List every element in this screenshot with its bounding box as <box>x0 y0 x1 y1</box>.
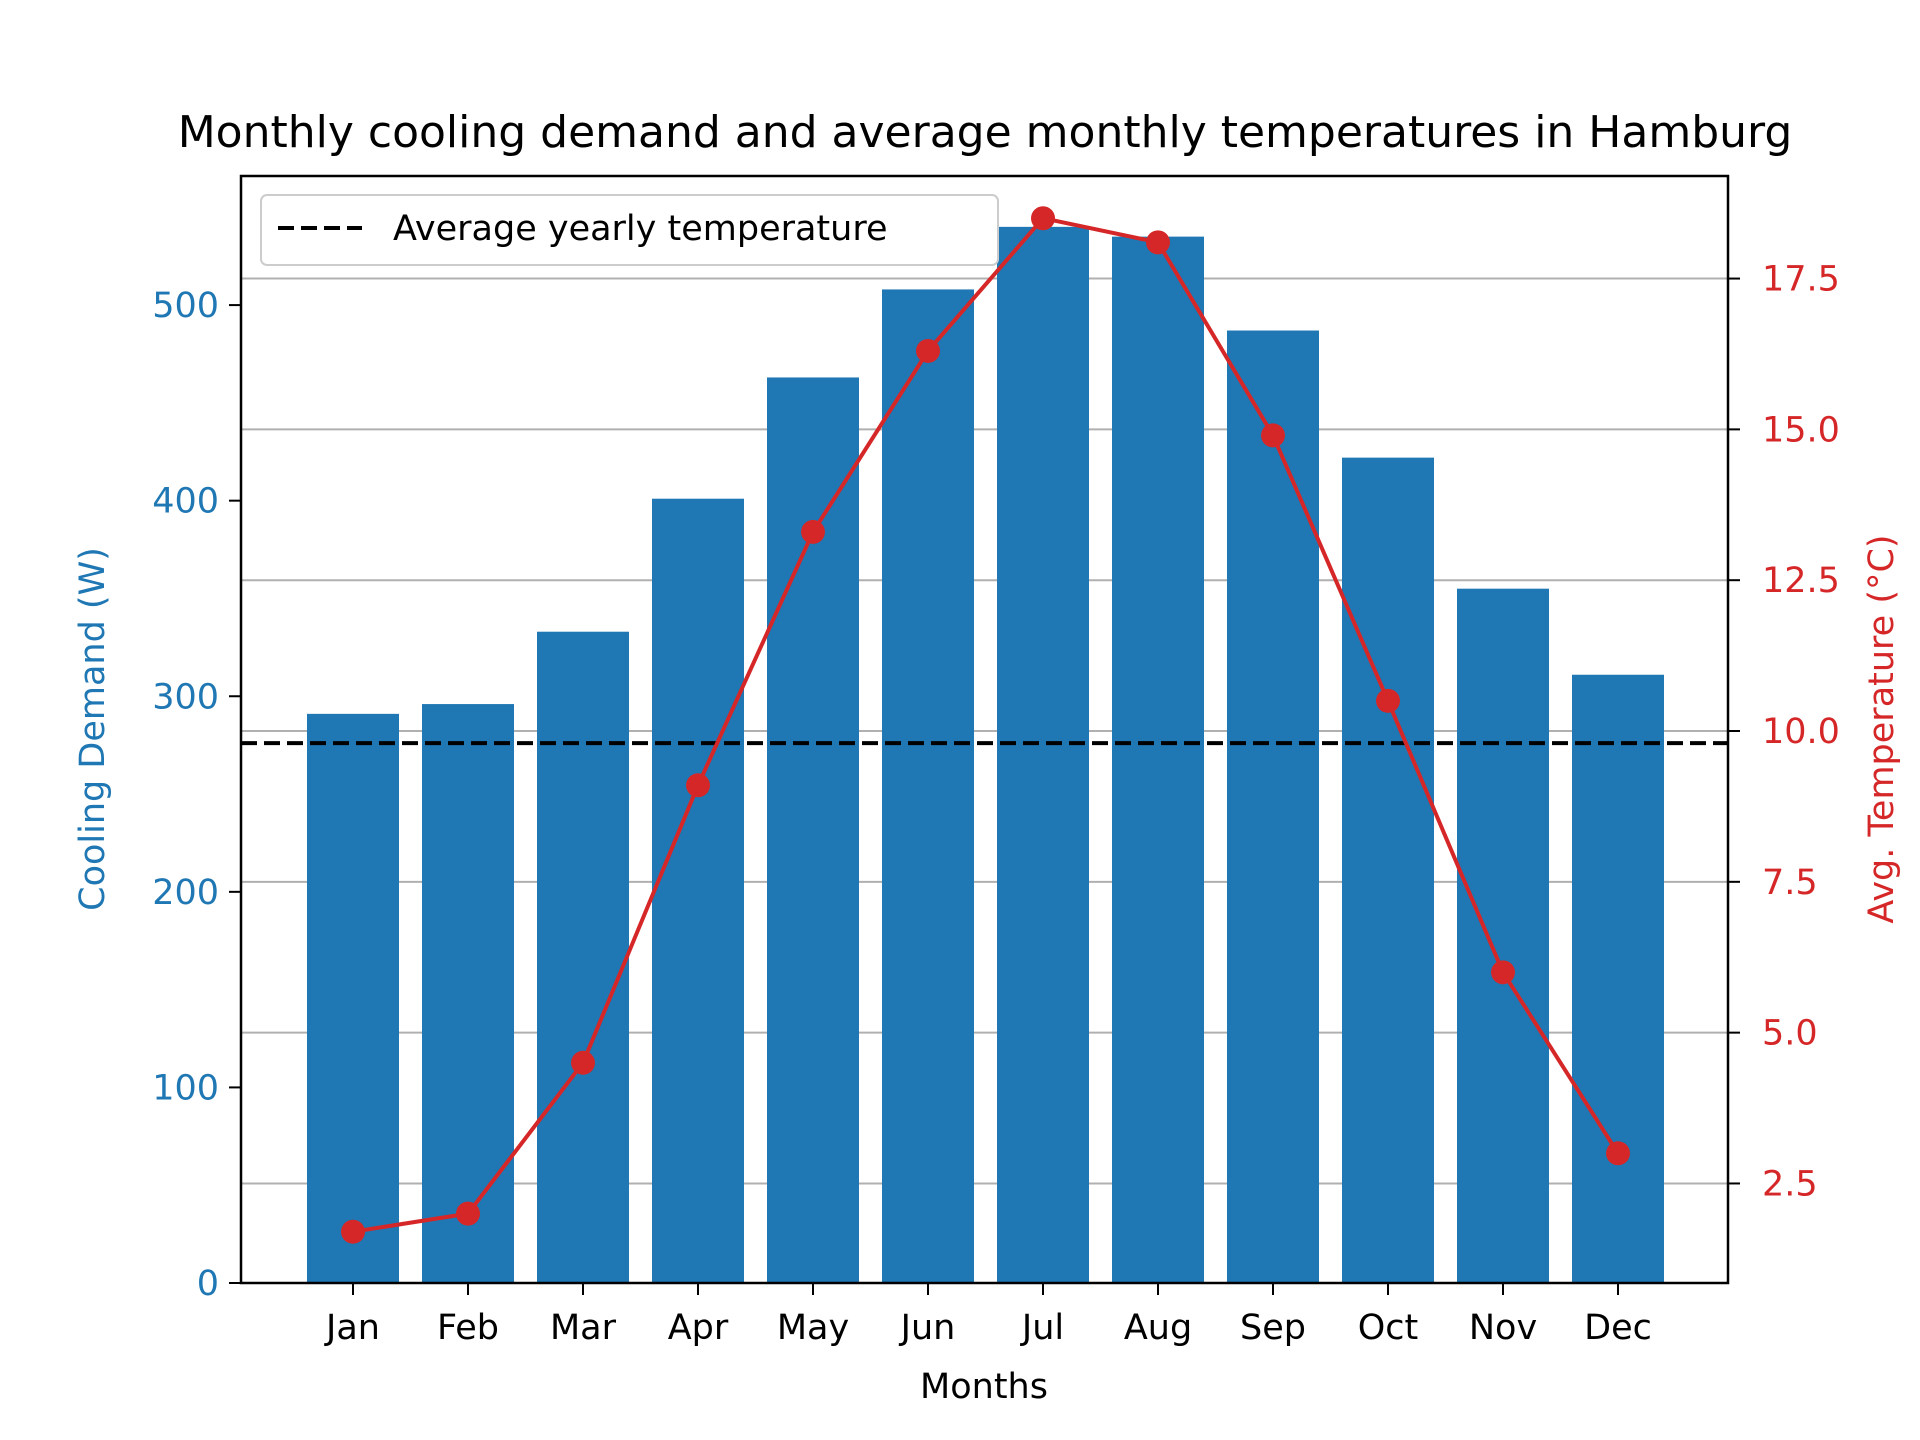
right-tick-label: 15.0 <box>1762 410 1840 450</box>
temperature-series <box>341 206 1630 1244</box>
bar-jun <box>882 289 974 1283</box>
x-tick-label-mar: Mar <box>550 1308 617 1348</box>
right-axis: 2.5 5.0 7.5 10.0 12.5 15.0 17.5 <box>1728 260 1840 1204</box>
temperature-point-aug <box>1146 230 1170 255</box>
right-axis-label: Avg. Temperature (°C) <box>1862 534 1902 923</box>
bar-jan <box>307 713 399 1283</box>
bar-series <box>307 226 1664 1284</box>
temperature-point-nov <box>1491 960 1515 985</box>
temperature-point-apr <box>686 773 710 798</box>
legend-label-average-yearly-temperature: Average yearly temperature <box>393 209 888 249</box>
right-tick-label: 7.5 <box>1762 863 1818 903</box>
temperature-line <box>352 216 1620 1234</box>
right-tick-label: 17.5 <box>1762 260 1840 300</box>
legend-box <box>260 194 999 266</box>
temperature-point-sep <box>1261 423 1285 448</box>
temperature-point-mar <box>571 1050 595 1075</box>
left-tick-label: 400 <box>152 482 219 522</box>
x-tick-label-may: May <box>777 1308 849 1348</box>
right-tick-label: 5.0 <box>1762 1014 1818 1054</box>
x-tick-label-aug: Aug <box>1124 1308 1192 1348</box>
bar-oct <box>1342 457 1434 1283</box>
x-tick-label-jul: Jul <box>1020 1308 1064 1348</box>
right-tick-label: 2.5 <box>1762 1164 1818 1204</box>
temperature-point-dec <box>1606 1141 1630 1166</box>
plot-frame <box>239 174 1730 1285</box>
x-tick-label-dec: Dec <box>1584 1308 1652 1348</box>
x-tick-label-oct: Oct <box>1358 1308 1419 1348</box>
bar-nov <box>1457 588 1549 1283</box>
bar-feb <box>422 704 514 1283</box>
bar-jul <box>997 226 1089 1284</box>
left-tick-label: 200 <box>152 873 219 913</box>
bar-apr <box>652 498 744 1283</box>
temperature-point-oct <box>1376 688 1400 713</box>
right-tick-label: 10.0 <box>1762 712 1840 752</box>
x-tick-label-jan: Jan <box>324 1308 380 1348</box>
left-axis-label: Cooling Demand (W) <box>73 547 113 911</box>
x-axis-label: Months <box>920 1367 1048 1407</box>
left-tick-label: 0 <box>197 1264 219 1304</box>
temperature-point-jun <box>916 338 940 363</box>
x-axis: Jan Feb Mar Apr May Jun Jul Aug Sep Oct Nov Dec <box>324 1283 1652 1348</box>
x-tick-label-nov: Nov <box>1469 1308 1537 1348</box>
x-tick-label-apr: Apr <box>668 1308 729 1348</box>
temperature-point-jan <box>341 1219 365 1244</box>
left-tick-label: 100 <box>152 1068 219 1108</box>
legend: Average yearly temperature <box>260 194 999 266</box>
temperature-point-jul <box>1031 206 1055 231</box>
temperature-point-feb <box>456 1201 480 1226</box>
left-tick-label: 300 <box>152 677 219 717</box>
bar-dec <box>1572 674 1664 1283</box>
bar-may <box>767 377 859 1283</box>
temperature-point-may <box>801 519 825 544</box>
x-tick-label-feb: Feb <box>437 1308 499 1348</box>
left-axis: 0 100 200 300 400 500 <box>152 286 241 1304</box>
bar-aug <box>1112 236 1204 1283</box>
right-tick-label: 12.5 <box>1762 561 1840 601</box>
x-tick-label-jun: Jun <box>899 1308 956 1348</box>
bar-mar <box>537 631 629 1283</box>
left-tick-label: 500 <box>152 286 219 326</box>
bar-sep <box>1227 330 1319 1283</box>
x-tick-label-sep: Sep <box>1240 1308 1306 1348</box>
chart-title: Monthly cooling demand and average month… <box>178 107 1793 158</box>
